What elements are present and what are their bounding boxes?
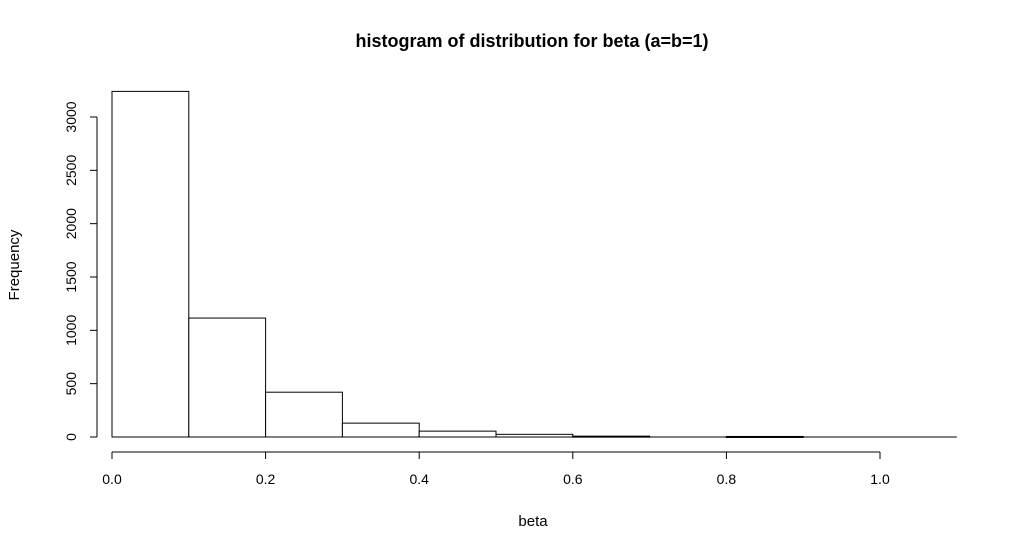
y-tick-label: 1000 xyxy=(63,315,79,346)
bars-group xyxy=(111,90,957,438)
x-tick-label: 0.0 xyxy=(102,471,122,487)
y-axis: 0 500 1000 1500 2000 2500 3000 xyxy=(63,101,98,441)
histogram-bar-5 xyxy=(495,433,574,438)
y-tick-label: 1500 xyxy=(63,261,79,292)
histogram-bar-2 xyxy=(265,391,343,438)
y-tick-label: 3000 xyxy=(63,101,79,132)
y-axis-label: Frequency xyxy=(6,229,23,300)
histogram-bar-6 xyxy=(572,435,651,438)
histogram-bar-8 xyxy=(725,435,804,438)
x-tick-label: 0.2 xyxy=(256,471,276,487)
x-tick-label: 0.4 xyxy=(409,471,429,487)
chart-title: histogram of distribution for beta (a=b=… xyxy=(355,31,708,51)
y-tick-label: 2500 xyxy=(63,155,79,186)
x-axis: 0.0 0.2 0.4 0.6 0.8 1.0 xyxy=(102,451,890,487)
y-tick-label: 500 xyxy=(63,372,79,396)
x-tick-label: 1.0 xyxy=(870,471,890,487)
histogram-bar-3 xyxy=(341,422,420,438)
x-tick-label: 0.6 xyxy=(563,471,583,487)
y-tick-label: 2000 xyxy=(63,208,79,239)
x-tick-label: 0.8 xyxy=(717,471,737,487)
y-tick-label: 0 xyxy=(63,433,79,441)
histogram-bar-0 xyxy=(111,90,190,438)
histogram-bar-4 xyxy=(418,430,497,438)
histogram-bar-1 xyxy=(188,317,267,438)
x-axis-label: beta xyxy=(518,513,548,530)
